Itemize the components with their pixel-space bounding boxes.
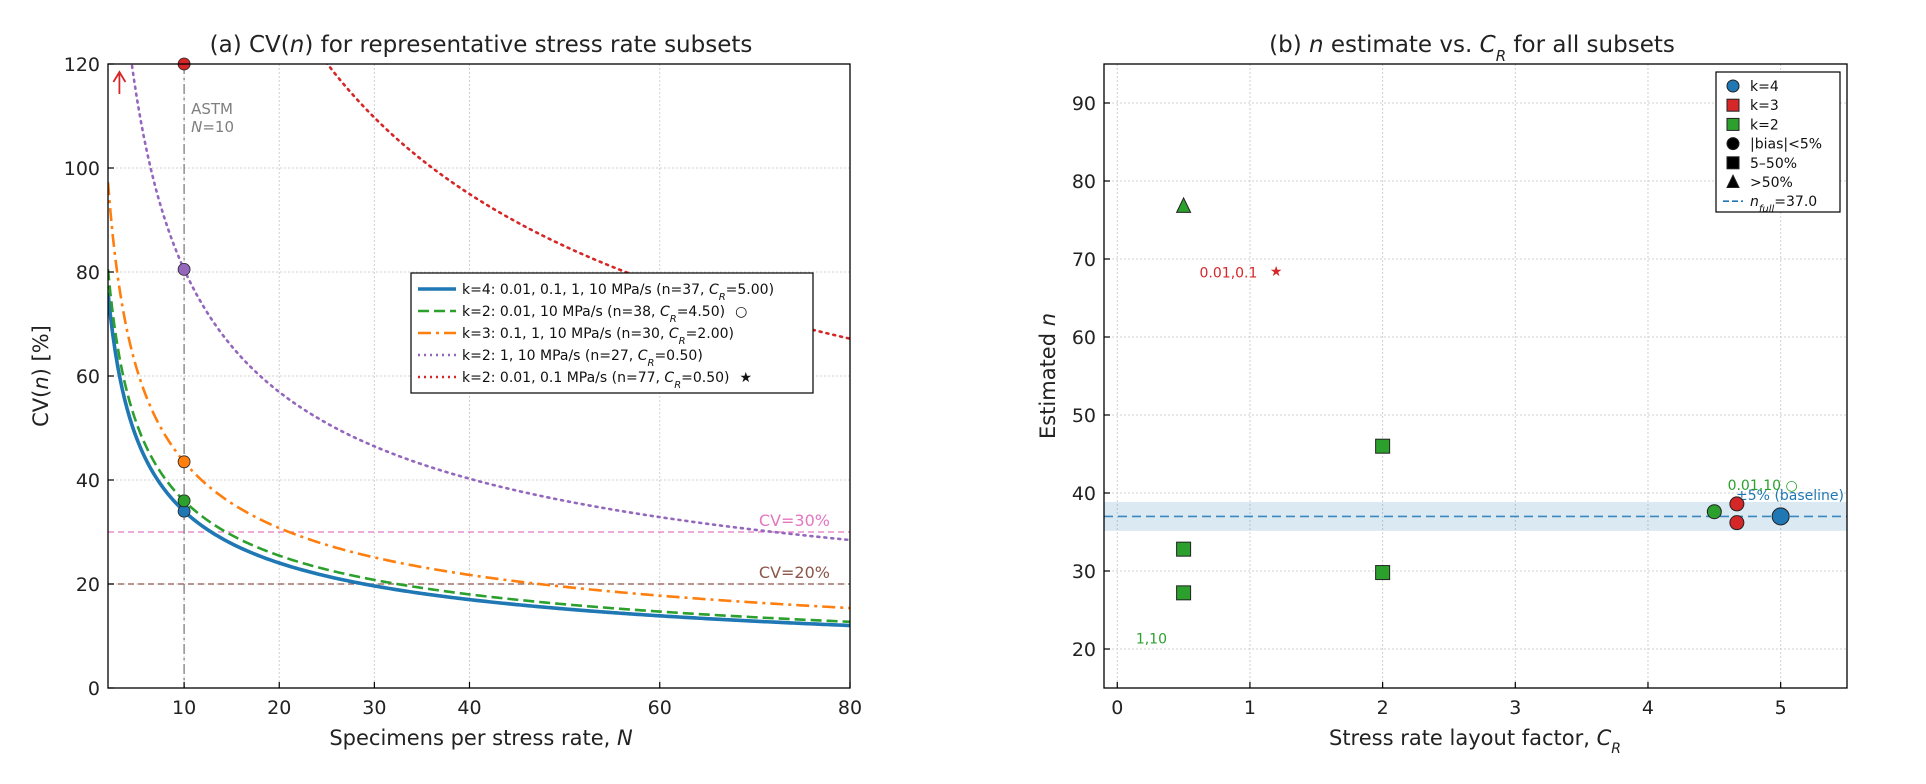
legend-b-marker-4 bbox=[1726, 137, 1740, 151]
astm-label-n: N=10 bbox=[191, 118, 234, 136]
panel-b-ytick-label: 40 bbox=[1072, 483, 1096, 505]
panel-b-ytick-label: 70 bbox=[1072, 249, 1096, 271]
panel-a-ytick-label: 40 bbox=[76, 470, 100, 492]
legend-b-marker-3 bbox=[1726, 117, 1740, 131]
annotation-3: 0.01,10 ○ bbox=[1728, 478, 1798, 494]
panel-b: (b) n estimate vs. CR for all subsets ±5… bbox=[1036, 32, 1848, 757]
scatter-point-3 bbox=[1729, 515, 1745, 531]
panel-a-ytick-label: 20 bbox=[76, 574, 100, 596]
reference-label-cv20: CV=20% bbox=[759, 563, 830, 582]
series-line-2 bbox=[108, 269, 850, 624]
legend-b-label-1: k=4 bbox=[1750, 79, 1779, 95]
legend-b-label-3: k=2 bbox=[1750, 117, 1779, 133]
legend-b-label-4: |bias|<5% bbox=[1750, 137, 1822, 153]
panel-b-ytick-label: 30 bbox=[1072, 561, 1096, 583]
scatter-point-7 bbox=[1176, 541, 1192, 557]
legend-b-marker-5 bbox=[1726, 156, 1740, 170]
panel-a-title: (a) CV(n) for representative stress rate… bbox=[210, 32, 753, 58]
series-point-n10-2 bbox=[177, 494, 191, 508]
series-line-3 bbox=[108, 182, 850, 610]
panel-a-ytick-label: 100 bbox=[64, 158, 100, 180]
legend-a-label-3: k=3: 0.1, 1, 10 MPa/s (n=30, CR=2.00) bbox=[462, 326, 734, 347]
panel-a-xtick-label: 10 bbox=[172, 697, 196, 719]
annotation-1: 0.01,0.1 bbox=[1200, 266, 1258, 282]
series-line-1 bbox=[108, 292, 850, 628]
panel-b-xtick-label: 2 bbox=[1377, 697, 1389, 719]
panel-a-ytick-label: 0 bbox=[88, 678, 100, 700]
panel-a-xtick-label: 80 bbox=[838, 697, 862, 719]
panel-b-xtick-label: 4 bbox=[1642, 697, 1654, 719]
panel-b-title: (b) n estimate vs. CR for all subsets bbox=[1269, 32, 1675, 65]
legend-a-label-4: k=2: 1, 10 MPa/s (n=27, CR=0.50) bbox=[462, 348, 703, 369]
panel-b-ylabel: Estimated n bbox=[1036, 313, 1060, 439]
panel-a-ytick-label: 60 bbox=[76, 366, 100, 388]
panel-b-legend: k=4 k=3 k=2 |bias|<5% 5–50% >50% nfull=37.0 bbox=[1715, 71, 1841, 215]
scatter-point-1 bbox=[1771, 507, 1790, 526]
reference-label-cv30: CV=30% bbox=[759, 511, 830, 530]
panel-b-xtick-label: 0 bbox=[1111, 697, 1123, 719]
offscale-arrow-head bbox=[112, 70, 127, 83]
scatter-point-9 bbox=[1175, 196, 1192, 213]
scatter-point-4 bbox=[1706, 504, 1722, 520]
panel-b-annotations: 0.01,0.1 ★ 0.01,10 ○ 1,10 bbox=[1136, 264, 1798, 647]
panel-b-frame bbox=[1103, 63, 1848, 689]
panel-a-legend-box bbox=[410, 272, 814, 394]
annotation-4: 1,10 bbox=[1136, 632, 1167, 648]
astm-label: ASTM bbox=[191, 100, 233, 118]
panel-a-ylabel: CV(n) [%] bbox=[29, 325, 53, 427]
legend-b-marker-2 bbox=[1726, 98, 1740, 112]
panel-b-baseline: ±5% (baseline) bbox=[1104, 488, 1847, 531]
panel-a-xtick-label: 60 bbox=[648, 697, 672, 719]
panel-b-ytick-label: 50 bbox=[1072, 405, 1096, 427]
legend-a-label-2: k=2: 0.01, 10 MPa/s (n=38, CR=4.50) ○ bbox=[462, 304, 747, 325]
scatter-point-6 bbox=[1375, 565, 1391, 581]
panel-a: (a) CV(n) for representative stress rate… bbox=[29, 32, 862, 750]
legend-b-label-5: 5–50% bbox=[1750, 156, 1797, 172]
panel-a-ytick-label: 80 bbox=[76, 262, 100, 284]
series-line-4 bbox=[130, 64, 850, 542]
panel-b-xlabel: Stress rate layout factor, CR bbox=[1329, 726, 1621, 757]
baseline-label: ±5% (baseline) bbox=[1736, 488, 1844, 504]
legend-b-label-7: nfull=37.0 bbox=[1750, 194, 1817, 215]
panel-b-xtick-label: 1 bbox=[1244, 697, 1256, 719]
panel-b-ticks: 0 1 2 3 4 5 20 30 40 50 60 70 80 90 bbox=[1072, 93, 1787, 719]
panel-b-points bbox=[1175, 196, 1790, 601]
panel-b-ytick-label: 90 bbox=[1072, 93, 1096, 115]
legend-b-marker-6 bbox=[1726, 173, 1740, 189]
scatter-point-2 bbox=[1729, 496, 1745, 512]
panel-a-legend: k=4: 0.01, 0.1, 1, 10 MPa/s (n=37, CR=5.… bbox=[410, 272, 814, 394]
panel-a-ticks: 10 20 30 40 60 80 0 20 40 60 80 100 120 bbox=[64, 54, 862, 719]
panel-a-xlabel: Specimens per stress rate, N bbox=[329, 726, 633, 750]
legend-b-marker-1 bbox=[1726, 79, 1740, 93]
series-point-n10-4 bbox=[177, 262, 191, 276]
panel-a-xtick-label: 20 bbox=[267, 697, 291, 719]
panel-b-xtick-label: 3 bbox=[1509, 697, 1521, 719]
panel-b-ytick-label: 80 bbox=[1072, 171, 1096, 193]
legend-b-label-2: k=3 bbox=[1750, 98, 1779, 114]
legend-b-label-6: >50% bbox=[1750, 175, 1793, 191]
series-point-n10-3 bbox=[177, 455, 191, 469]
panel-b-xtick-label: 5 bbox=[1775, 697, 1787, 719]
panel-a-ytick-label: 120 bbox=[64, 54, 100, 76]
panel-a-xtick-label: 40 bbox=[457, 697, 481, 719]
scatter-point-5 bbox=[1375, 438, 1391, 454]
scatter-point-8 bbox=[1176, 585, 1192, 601]
legend-a-label-5: k=2: 0.01, 0.1 MPa/s (n=77, CR=0.50) ★ bbox=[462, 370, 752, 391]
panel-a-xtick-label: 30 bbox=[362, 697, 386, 719]
panel-b-ytick-label: 60 bbox=[1072, 327, 1096, 349]
annotation-2: ★ bbox=[1270, 264, 1283, 280]
panel-a-markers bbox=[112, 57, 191, 518]
legend-a-label-1: k=4: 0.01, 0.1, 1, 10 MPa/s (n=37, CR=5.… bbox=[462, 282, 774, 303]
panel-b-ytick-label: 20 bbox=[1072, 639, 1096, 661]
